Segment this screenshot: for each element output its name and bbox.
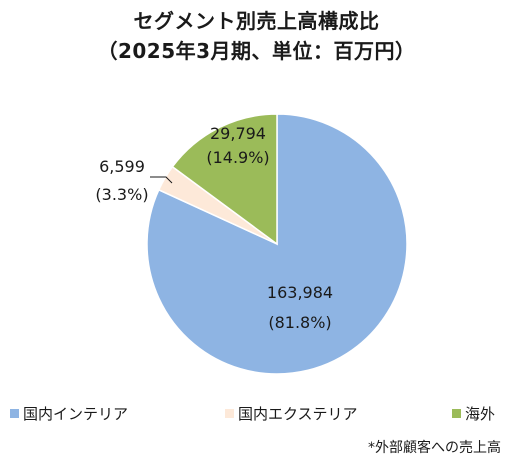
chart-title: セグメント別売上高構成比 （2025年3月期、単位：百万円） [0,6,513,66]
pie-chart: 163,984 (81.8%) 6,599 (3.3%) 29,794 (14.9%) [95,113,408,375]
legend-item-overseas: 海外 [452,402,495,424]
legend-label: 国内インテリア [23,404,129,423]
leader-line-domestic-exterior [150,176,173,184]
legend-item-domestic-interior: 国内インテリア [10,402,128,424]
chart-title-line-1: セグメント別売上高構成比 [133,9,380,33]
legend-item-domestic-exterior: 国内エクステリア [225,402,358,424]
footnote: *外部顧客への売上高 [368,440,501,456]
pie-slice-overseas [171,113,278,246]
data-label-percent-domestic-interior: (81.8%) [268,313,331,332]
legend-label: 海外 [465,404,496,423]
pie-slice-domestic-interior [146,113,408,375]
legend-label: 国内エクステリア [238,404,358,423]
data-label-percent-domestic-exterior: (3.3%) [95,185,148,204]
legend-swatch [452,408,461,418]
legend-swatch [10,408,19,418]
legend-swatch [225,408,234,418]
data-label-value-overseas: 29,794 [210,124,266,143]
data-label-value-domestic-exterior: 6,599 [99,157,145,176]
data-label-percent-overseas: (14.9%) [206,148,269,167]
data-label-value-domestic-interior: 163,984 [267,283,333,302]
chart-title-line-2: （2025年3月期、単位：百万円） [97,39,416,63]
